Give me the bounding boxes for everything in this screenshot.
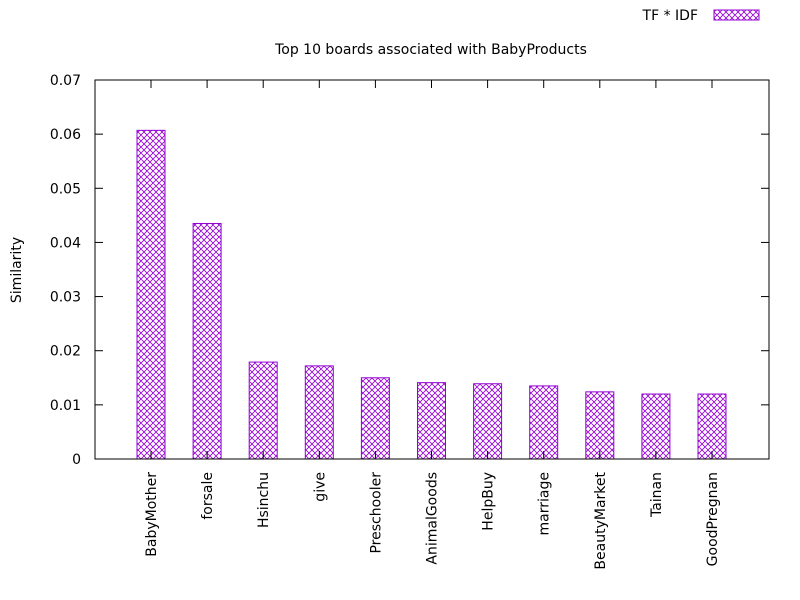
bar-beautymarket (585, 391, 615, 460)
plot-frame (94, 79, 770, 460)
y-tick-label: 0.01 (50, 398, 81, 414)
y-tick-label: 0 (72, 452, 81, 468)
x-axis-ticks: BabyMother forsale Hsinchu give Preschooler A… (144, 80, 721, 570)
x-tick-label: forsale (200, 472, 216, 520)
y-tick-label: 0.03 (50, 290, 81, 306)
x-tick-label: Tainan (649, 472, 665, 518)
bar-give (304, 365, 334, 460)
y-tick-label: 0.04 (50, 235, 81, 251)
bar-goodpregnan (697, 393, 727, 460)
bar-hsinchu (248, 361, 278, 460)
x-tick-label: BabyMother (144, 472, 160, 557)
y-tick-label: 0.05 (50, 181, 81, 197)
x-tick-label: HelpBuy (481, 472, 497, 531)
x-tick-label: Hsinchu (256, 472, 272, 528)
y-axis-label: Similarity (9, 237, 25, 303)
legend: TF * IDF (642, 8, 760, 24)
x-tick-label: BeautyMarket (593, 471, 609, 569)
bar-animalgoods (417, 382, 446, 460)
legend-swatch (713, 9, 760, 21)
bar-helpbuy (473, 383, 503, 460)
legend-label: TF * IDF (642, 8, 698, 24)
x-tick-label: marriage (537, 472, 553, 535)
bars-group (136, 129, 727, 460)
bar-babymother (136, 129, 166, 460)
chart-title: Top 10 boards associated with BabyProduc… (274, 42, 587, 58)
bar-forsale (192, 222, 222, 460)
y-tick-label: 0.06 (50, 127, 81, 143)
y-axis-ticks: 0 0.01 0.02 0.03 0.04 0.05 0.06 0.07 (50, 73, 769, 468)
x-tick-label: give (312, 472, 328, 502)
y-tick-label: 0.02 (50, 344, 81, 360)
y-tick-label: 0.07 (50, 73, 81, 89)
bar-tainan (641, 393, 671, 460)
bar-marriage (529, 385, 559, 460)
x-tick-label: Preschooler (368, 472, 384, 554)
x-tick-label: AnimalGoods (425, 472, 441, 565)
x-tick-label: GoodPregnan (705, 472, 721, 566)
bar-preschooler (360, 377, 390, 460)
